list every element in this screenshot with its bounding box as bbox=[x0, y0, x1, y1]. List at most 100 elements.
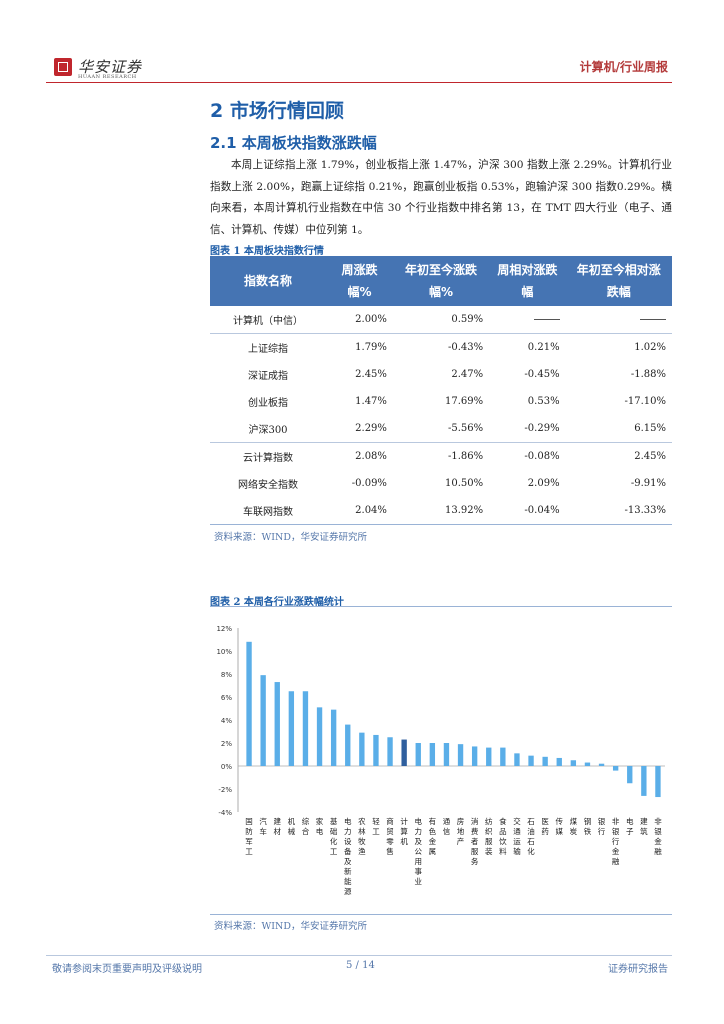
value-cell: 0.21% bbox=[489, 333, 566, 361]
header-index-name: 指数名称 bbox=[210, 256, 326, 306]
bar bbox=[486, 747, 492, 766]
y-tick-label: -2% bbox=[218, 786, 232, 794]
table-header-row: 指数名称 周涨跌幅% 年初至今涨跌幅% 周相对涨跌幅 年初至今相对涨跌幅 bbox=[210, 256, 672, 306]
bar bbox=[612, 766, 619, 771]
bar bbox=[373, 734, 379, 766]
x-tick-label: 通信 bbox=[443, 816, 451, 836]
x-tick-label: 非银金融 bbox=[654, 816, 662, 856]
bar bbox=[429, 743, 436, 766]
x-tick-label: 非银行金融 bbox=[612, 816, 620, 866]
x-tick-label: 建材 bbox=[274, 816, 282, 836]
value-cell bbox=[489, 306, 565, 334]
value-cell: 2.45% bbox=[355, 369, 387, 380]
chart-caption: 图表 2 本周各行业涨跌幅统计 bbox=[210, 597, 344, 608]
value-cell: 2.09% bbox=[527, 478, 560, 489]
index-name-cell: 车联网指数 bbox=[210, 497, 326, 525]
x-tick-label: 电子 bbox=[626, 816, 634, 836]
index-name-cell: 深证成指 bbox=[248, 371, 288, 382]
value-cell: 2.04% bbox=[326, 497, 393, 525]
value-cell: -17.10% bbox=[624, 396, 666, 407]
chart-source: 资料来源：WIND，华安证券研究所 bbox=[214, 921, 367, 932]
y-tick-label: -4% bbox=[218, 809, 232, 817]
footer-label: 证券研究报告 bbox=[608, 964, 668, 975]
value-cell: 0.53% bbox=[527, 396, 560, 407]
x-tick-label: 机械 bbox=[288, 816, 296, 836]
x-tick-label: 医药 bbox=[541, 817, 549, 836]
value-cell: 6.15% bbox=[634, 423, 666, 434]
table-caption: 图表 1 本周板块指数行情 bbox=[210, 246, 324, 257]
table-row: 网络安全指数 -0.09% 10.50% 2.09% -9.91% bbox=[210, 470, 672, 497]
bar bbox=[260, 675, 266, 766]
x-tick-label: 国防军工 bbox=[245, 817, 253, 856]
bar bbox=[584, 762, 591, 766]
bar bbox=[401, 739, 407, 766]
y-tick-label: 0% bbox=[221, 763, 232, 771]
value-cell: 1.47% bbox=[355, 396, 387, 407]
bar bbox=[302, 691, 309, 766]
index-name-cell: 沪深300 bbox=[248, 425, 288, 436]
x-tick-label: 轻工 bbox=[372, 816, 380, 836]
bar bbox=[330, 709, 337, 766]
header-weekly-change: 周涨跌幅% bbox=[326, 256, 393, 306]
bar bbox=[514, 753, 520, 766]
index-name-cell: 网络安全指数 bbox=[238, 480, 298, 491]
value-cell: 2.00% bbox=[355, 314, 387, 325]
x-tick-label: 计算机 bbox=[400, 816, 408, 846]
bar bbox=[641, 766, 647, 796]
logo-icon bbox=[54, 58, 72, 76]
x-tick-label: 交通运输 bbox=[513, 816, 521, 856]
value-cell: 1.02% bbox=[565, 333, 672, 361]
x-tick-label: 有色金属 bbox=[429, 816, 437, 856]
bar bbox=[345, 724, 351, 766]
logo-subtext: HUAAN RESEARCH bbox=[78, 74, 137, 80]
y-tick-label: 8% bbox=[221, 671, 232, 679]
bar bbox=[500, 747, 506, 766]
x-tick-label: 汽车 bbox=[259, 816, 267, 836]
header-ytd-change: 年初至今涨跌幅% bbox=[392, 256, 490, 306]
bar bbox=[655, 766, 661, 798]
value-cell: 10.50% bbox=[444, 478, 484, 489]
empty-dash bbox=[640, 319, 666, 320]
bar bbox=[359, 732, 365, 766]
value-cell bbox=[566, 306, 672, 334]
logo-text: 华安证券 bbox=[78, 58, 143, 76]
value-cell: -1.88% bbox=[630, 369, 666, 380]
x-tick-label: 家电 bbox=[316, 816, 324, 836]
page-number: 5 / 14 bbox=[346, 960, 375, 971]
bar bbox=[288, 691, 295, 766]
bar bbox=[471, 746, 478, 766]
x-tick-label: 银行 bbox=[598, 817, 606, 836]
x-tick-label: 石油石化 bbox=[527, 817, 535, 856]
value-cell: 0.59% bbox=[451, 314, 484, 325]
page-header: 华安证券 HUAAN RESEARCH 计算机/行业周报 bbox=[46, 52, 672, 82]
y-tick-label: 10% bbox=[216, 648, 232, 656]
bar bbox=[457, 744, 464, 766]
value-cell: -9.91% bbox=[630, 478, 666, 489]
table-row: 车联网指数 2.04% 13.92% -0.04% -13.33% bbox=[210, 497, 672, 525]
y-tick-label: 4% bbox=[221, 717, 232, 725]
caption-underline bbox=[210, 606, 672, 607]
table-row: 云计算指数 2.08% -1.86% -0.08% 2.45% bbox=[210, 442, 672, 470]
x-tick-label: 商贸零售 bbox=[386, 816, 394, 856]
bar bbox=[415, 743, 421, 766]
x-tick-label: 消费者服务 bbox=[471, 816, 479, 866]
index-name-cell: 云计算指数 bbox=[210, 442, 326, 470]
value-cell: -0.45% bbox=[524, 369, 560, 380]
table-row: 沪深300 2.29% -5.56% -0.29% 6.15% bbox=[210, 415, 672, 443]
index-name-cell: 创业板指 bbox=[248, 398, 288, 409]
table-row: 计算机（中信） 2.00% 0.59% bbox=[210, 306, 672, 334]
value-cell: 13.92% bbox=[392, 497, 490, 525]
report-type: 计算机/行业周报 bbox=[579, 60, 668, 74]
bar bbox=[542, 756, 548, 766]
bar bbox=[598, 763, 605, 766]
index-table: 指数名称 周涨跌幅% 年初至今涨跌幅% 周相对涨跌幅 年初至今相对涨跌幅 计算机… bbox=[210, 256, 672, 525]
value-cell: -0.08% bbox=[489, 442, 566, 470]
value-cell: -1.86% bbox=[392, 442, 490, 470]
value-cell: -0.43% bbox=[392, 333, 490, 361]
x-tick-label: 农林牧渔 bbox=[358, 816, 366, 856]
y-tick-label: 2% bbox=[221, 740, 232, 748]
value-cell: 2.29% bbox=[355, 423, 387, 434]
header-divider bbox=[46, 82, 672, 83]
bar bbox=[387, 737, 393, 766]
x-tick-label: 食品饮料 bbox=[499, 816, 507, 856]
